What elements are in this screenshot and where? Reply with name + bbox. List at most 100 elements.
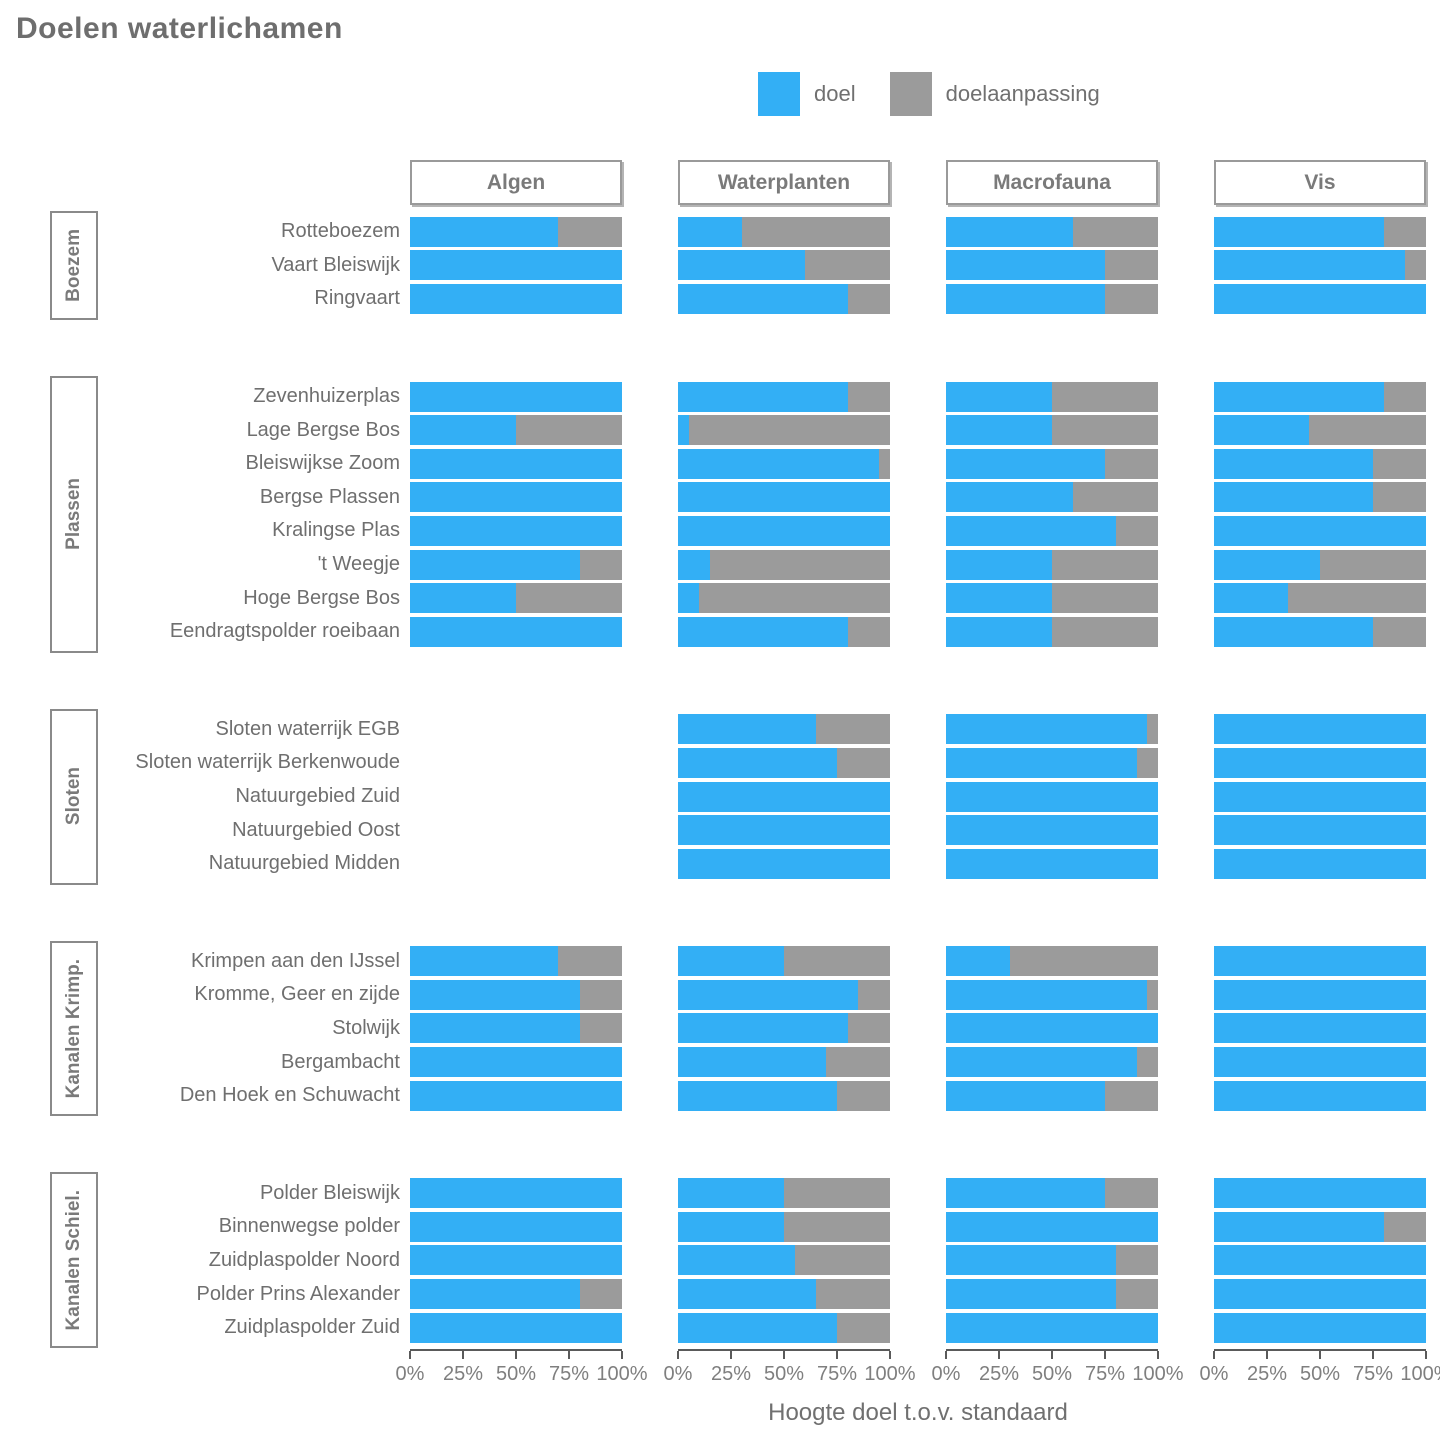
group-label-box: Kanalen Schiel. [50,1172,98,1349]
bar-row: Ringvaart [0,282,1440,316]
stacked-bar [1214,1013,1426,1044]
doelaanpassing-segment [1052,616,1158,647]
facet-cell [1214,381,1426,412]
facet-cell [410,549,622,580]
doelaanpassing-segment [1115,515,1158,546]
row-label: Binnenwegse polder [218,1215,400,1238]
facet-cell [946,781,1158,812]
doelaanpassing-segment [1052,549,1158,580]
axis-tick [889,1351,891,1360]
facet-cell [1214,216,1426,247]
doel-segment [946,1211,1158,1242]
axis-tick [1051,1351,1053,1360]
axis-tick [462,1351,464,1360]
facet-cell [410,415,622,446]
facet-cell [1214,415,1426,446]
row-label: Sloten waterrijk Berkenwoude [135,751,400,774]
group-label: Plassen [63,478,84,551]
stacked-bar [678,415,890,446]
doel-segment [410,1047,622,1078]
group-section: Plassen Zevenhuizerplas Lage Bergse Bos Ble… [0,375,1440,653]
doelaanpassing-segment [1073,216,1158,247]
doel-segment [410,616,622,647]
facet-cell [678,1080,890,1111]
group-label-box: Kanalen Krimp. [50,940,98,1117]
facet-cell [678,747,890,778]
stacked-bar [678,250,890,281]
doel-segment [1214,1279,1426,1310]
facet-cell [410,946,622,977]
doelaanpassing-segment [837,1080,890,1111]
facet-cell [410,616,622,647]
row-label: Natuurgebied Zuid [235,785,400,808]
stacked-bar [1214,549,1426,580]
stacked-bar [1214,448,1426,479]
facet-cell [410,283,622,314]
stacked-bar [678,1013,890,1044]
row-label: Bergse Plassen [259,485,400,508]
doel-segment [1214,1013,1426,1044]
stacked-bar [410,216,622,247]
bar-row: Polder Prins Alexander [0,1277,1440,1311]
stacked-bar [1214,714,1426,745]
doel-segment [1214,1245,1426,1276]
facet-cell [410,381,622,412]
facet-cell [1214,250,1426,281]
stacked-bar [678,714,890,745]
facet-x-axis: 0% 25% 50% 75% 100% [1200,1349,1440,1395]
facet-cell [1214,616,1426,647]
group-section: Boezem Rotteboezem Vaart Bleiswijk Ringvaar… [0,211,1440,320]
stacked-bar [678,583,890,614]
facet-cell [410,714,622,744]
facet-cell [1214,1080,1426,1111]
stacked-bar [410,549,622,580]
stacked-bar [1214,1178,1426,1209]
stacked-bar [1214,815,1426,846]
bar-row: Zevenhuizerplas [0,380,1440,414]
stacked-bar [678,1279,890,1310]
facet-x-axis: 0% 25% 50% 75% 100% [664,1349,916,1395]
facet-cell [678,848,890,879]
stacked-bar [946,283,1158,314]
bar-row: Kralingse Plas [0,514,1440,548]
axis-tick [1157,1351,1159,1360]
row-label: Zuidplaspolder Zuid [224,1316,400,1339]
doelaanpassing-segment [579,979,622,1010]
doel-segment [1214,815,1426,846]
facet-cell [678,1013,890,1044]
bar-row: Sloten waterrijk Berkenwoude [0,746,1440,780]
bar-row: Bergse Plassen [0,481,1440,515]
axis-tick-label: 25% [978,1363,1020,1386]
stacked-bar [410,415,622,446]
stacked-bar [946,216,1158,247]
stacked-bar [946,515,1158,546]
facet-header-row: Algen Waterplanten Macrofauna Vis [0,160,1440,205]
doelaanpassing-segment [1147,979,1158,1010]
facet-cell [678,216,890,247]
stacked-bar [946,482,1158,513]
facet-cell [946,583,1158,614]
row-label: Stolwijk [332,1016,400,1039]
stacked-bar [1214,250,1426,281]
doel-segment [678,946,784,977]
legend-label-doel: doel [814,81,856,106]
axis-tick-label: 75% [816,1363,858,1386]
stacked-bar [946,1211,1158,1242]
facet-cell [946,848,1158,879]
facet-cell [946,482,1158,513]
doel-segment [946,549,1052,580]
axis-tick-label: 50% [1299,1363,1341,1386]
group-label: Kanalen Schiel. [63,1190,84,1331]
axis-tick [1372,1351,1374,1360]
axis-tick [1266,1351,1268,1360]
axis-tick [1425,1351,1427,1360]
doel-segment [678,781,890,812]
stacked-bar [678,1178,890,1209]
axis-tick-label: 100% [864,1363,916,1386]
doelaanpassing-segment [699,583,890,614]
group-label-box: Boezem [50,211,98,320]
stacked-bar [946,781,1158,812]
doelaanpassing-segment [1105,448,1158,479]
doelaanpassing-segment [558,946,622,977]
